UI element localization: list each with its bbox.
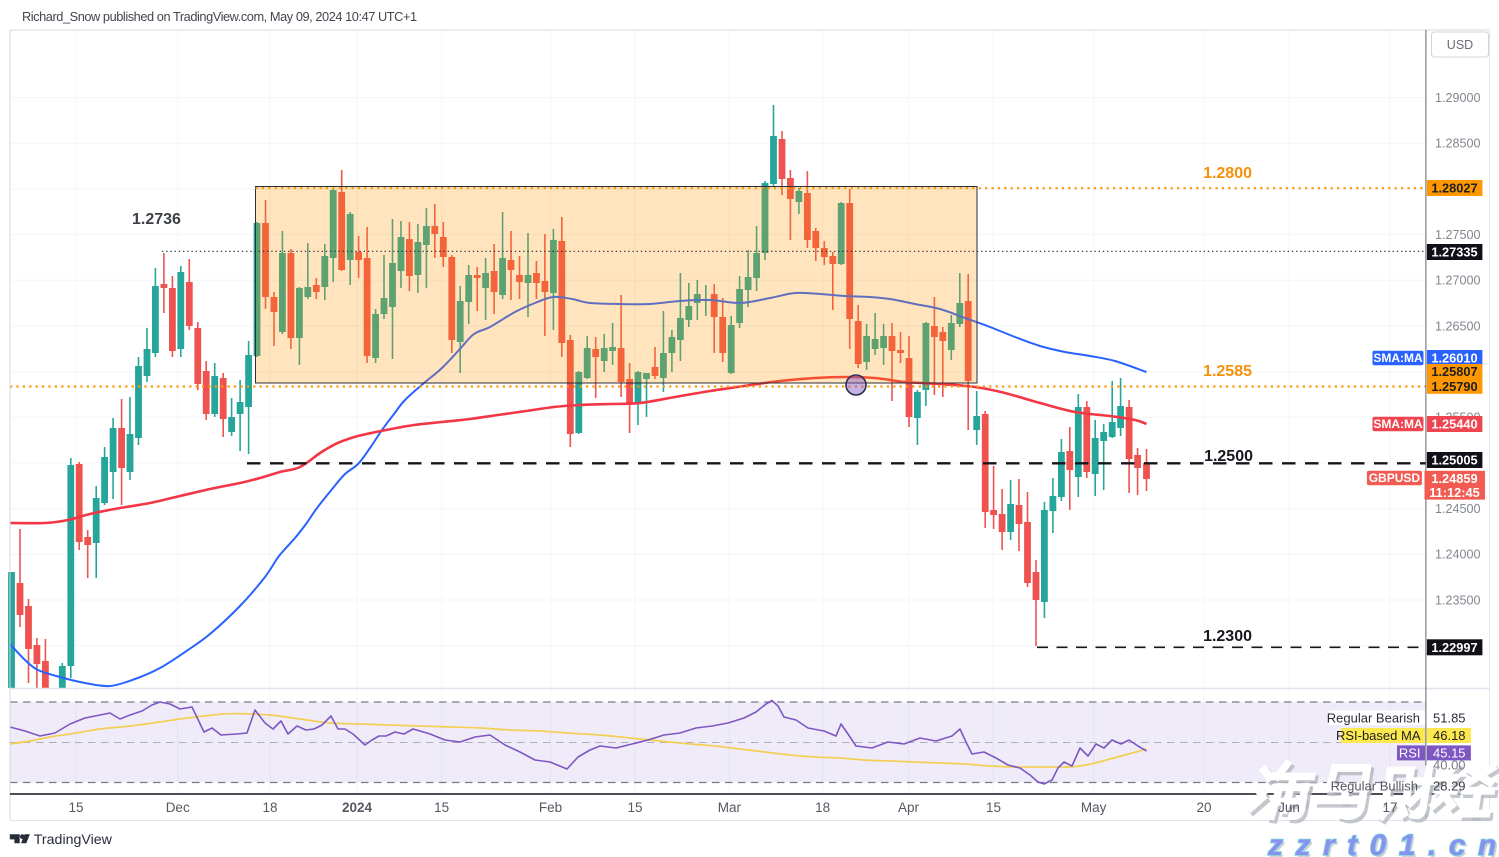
svg-text:18: 18 (262, 800, 277, 815)
svg-text:1.27500: 1.27500 (1435, 228, 1481, 242)
svg-text:40.00: 40.00 (1433, 758, 1466, 773)
svg-text:1.24000: 1.24000 (1435, 548, 1481, 562)
svg-text:18: 18 (815, 800, 830, 815)
svg-text:1.25005: 1.25005 (1431, 453, 1477, 468)
svg-text:45.15: 45.15 (1433, 745, 1466, 760)
svg-text:Regular Bearish: Regular Bearish (1327, 711, 1420, 726)
svg-text:1.26010: 1.26010 (1431, 351, 1477, 366)
svg-text:GBPUSD: GBPUSD (1369, 471, 1421, 485)
svg-text:1.28027: 1.28027 (1431, 181, 1477, 196)
svg-text:Jun: Jun (1278, 800, 1300, 815)
svg-text:1.25440: 1.25440 (1431, 417, 1477, 432)
svg-text:Dec: Dec (166, 800, 190, 815)
svg-text:15: 15 (986, 800, 1001, 815)
svg-text:15: 15 (434, 800, 449, 815)
svg-text:1.2500: 1.2500 (1204, 448, 1253, 465)
svg-text:Apr: Apr (898, 800, 920, 815)
svg-text:2024: 2024 (342, 800, 373, 815)
svg-text:1.25790: 1.25790 (1431, 379, 1477, 394)
svg-text:1.24500: 1.24500 (1435, 502, 1481, 516)
svg-text:17: 17 (1382, 800, 1397, 815)
svg-text:15: 15 (627, 800, 642, 815)
svg-text:46.18: 46.18 (1433, 728, 1466, 743)
svg-text:1.27000: 1.27000 (1435, 274, 1481, 288)
svg-text:20: 20 (1196, 800, 1211, 815)
svg-text:May: May (1081, 800, 1107, 815)
svg-text:Regular Bullish: Regular Bullish (1331, 779, 1418, 794)
svg-text:Richard_Snow published on Trad: Richard_Snow published on TradingView.co… (22, 9, 417, 24)
svg-text:1.2585: 1.2585 (1203, 363, 1252, 380)
svg-text:USD: USD (1447, 38, 1473, 52)
svg-text:1.26500: 1.26500 (1435, 319, 1481, 333)
svg-text:51.85: 51.85 (1433, 711, 1466, 726)
svg-text:TradingView: TradingView (34, 832, 113, 848)
svg-text:zzrt01.cn: zzrt01.cn (1267, 829, 1499, 857)
svg-text:28.29: 28.29 (1433, 779, 1466, 794)
svg-text:1.2300: 1.2300 (1203, 628, 1252, 645)
svg-text:1.23500: 1.23500 (1435, 593, 1481, 607)
svg-text:1.22997: 1.22997 (1431, 640, 1477, 655)
svg-text:RSI: RSI (1399, 745, 1421, 760)
svg-text:1.2736: 1.2736 (132, 211, 181, 228)
svg-text:1.27335: 1.27335 (1431, 245, 1477, 260)
svg-text:zzrt01.cn: zzrt01.cn (1269, 831, 1499, 857)
svg-text:15: 15 (68, 800, 83, 815)
svg-text:11:12:45: 11:12:45 (1429, 485, 1480, 500)
svg-text:1.25807: 1.25807 (1431, 364, 1477, 379)
svg-text:SMA:MA: SMA:MA (1373, 351, 1423, 365)
svg-text:RSI-based MA: RSI-based MA (1336, 728, 1421, 743)
svg-text:1.2800: 1.2800 (1203, 165, 1252, 182)
svg-text:Feb: Feb (539, 800, 562, 815)
svg-text:SMA:MA: SMA:MA (1373, 417, 1423, 431)
svg-text:1.28500: 1.28500 (1435, 137, 1481, 151)
svg-text:1.24859: 1.24859 (1431, 471, 1477, 486)
svg-text:Mar: Mar (718, 800, 742, 815)
svg-text:1.29000: 1.29000 (1435, 91, 1481, 105)
